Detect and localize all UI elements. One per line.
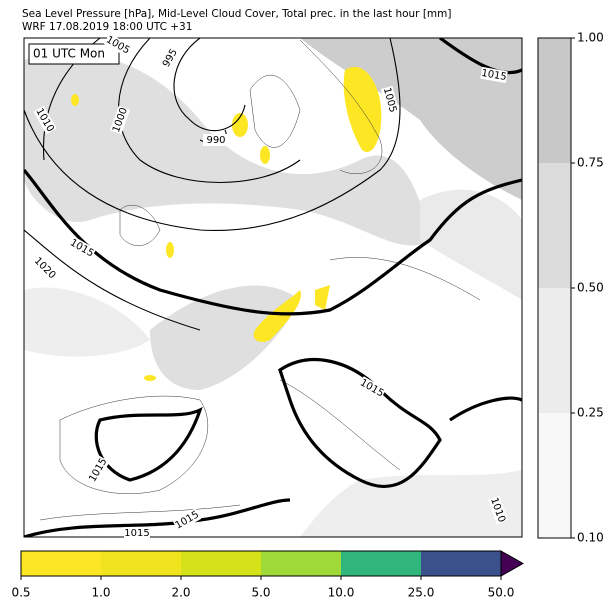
time-label: 01 UTC Mon [33,47,105,61]
map-area [24,38,522,537]
contour-label-bg [480,66,508,84]
precip-colorbar-segment [261,551,341,576]
contour-label-bg [203,134,229,146]
precip-colorbar-segment [181,551,261,576]
contour-label-bg [109,105,131,135]
contour-label-bg [86,455,110,485]
subtitle-line: WRF 17.08.2019 18:00 UTC +31 [22,21,192,33]
contour-label-bg [158,43,182,73]
precip-colorbar-label: 5.0 [251,586,270,600]
cloud-colorbar-label: 1.00 [577,31,604,45]
cloud-cover [24,38,522,537]
precip-colorbar-extend [500,550,525,577]
contour-label: 1015 [124,528,149,539]
cloud-colorbar-segment [538,413,571,538]
contour-label-bg [487,495,509,525]
precip-colorbar-label: 10.0 [328,586,355,600]
precip-colorbar-label: 1.0 [91,586,110,600]
precipitation [71,66,382,381]
precip-colorbar-segment [101,551,181,576]
cloud-colorbar-label: 0.75 [577,156,604,170]
contour-label: 990 [206,135,225,146]
cloud-colorbar-segment [538,38,571,163]
cloud-colorbar-label: 0.10 [577,531,604,545]
contour-label-bg [172,508,202,532]
contour-label-bg [67,236,97,260]
precip-colorbar-label: 0.5 [11,586,30,600]
contour-label-bg [124,527,150,539]
precip-colorbar-segment [421,551,501,576]
contour-label: 1015 [480,68,507,83]
precip-colorbar-label: 2.0 [171,586,190,600]
title-line: Sea Level Pressure [hPa], Mid-Level Clou… [22,8,452,20]
cloud-colorbar-label: 0.25 [577,406,604,420]
precip-colorbar-label: 50.0 [488,586,515,600]
cloud-colorbar-segment [538,163,571,288]
contour-label-bg [380,85,400,115]
contour-label-bg [31,254,59,282]
cloud-colorbar-segment [538,288,571,413]
precip-colorbar-label: 25.0 [408,586,435,600]
contour-label-bg [357,376,387,400]
precip-colorbar-segment [21,551,101,576]
cloud-colorbar-label: 0.50 [577,281,604,295]
precip-colorbar-segment [341,551,421,576]
contour-label-bg [103,33,133,57]
contour-label-bg [33,105,57,135]
